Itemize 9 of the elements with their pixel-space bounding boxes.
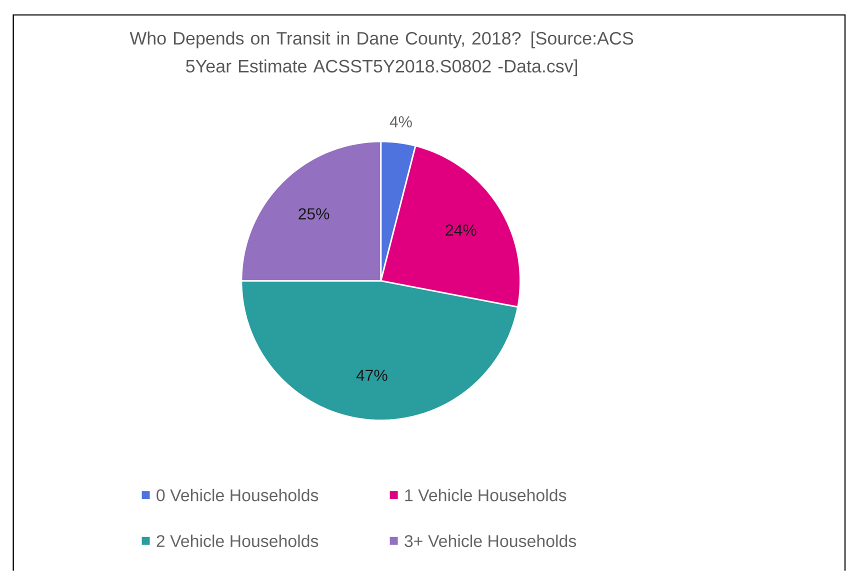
- data-label: 4%: [390, 116, 412, 128]
- legend-label: 0 Vehicle Households: [156, 488, 318, 502]
- data-label: 47%: [356, 370, 388, 381]
- data-label: 25%: [298, 208, 330, 220]
- data-label: 24%: [446, 224, 476, 236]
- legend-label: 1 Vehicle Households: [405, 488, 566, 502]
- chart-title: Who Depends on Transit in Dane County, 2018? [Source:ACS 5Year Estimate ACSST5Y2018.S0802 -Data.csv]: [130, 31, 634, 76]
- legend-label: 2 Vehicle Households: [156, 534, 318, 547]
- legend-label: 3+ Vehicle Households: [404, 534, 576, 547]
